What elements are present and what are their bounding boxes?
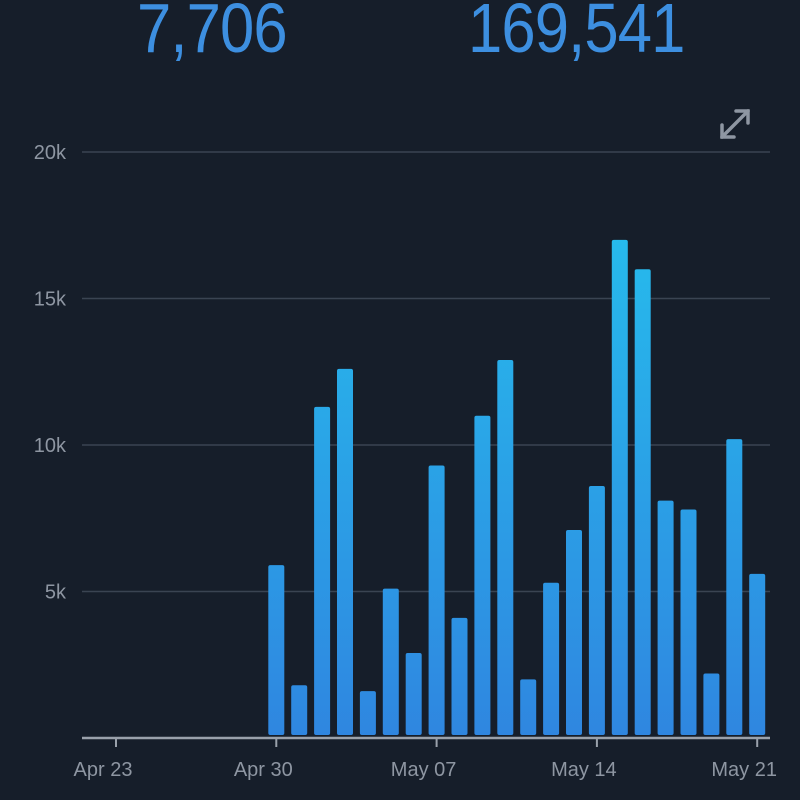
x-tick-label: May 21 — [711, 759, 777, 781]
y-axis-labels: 5k 10k 15k 20k — [34, 142, 67, 604]
x-axis — [82, 736, 770, 747]
bar — [611, 239, 628, 735]
bar — [749, 573, 766, 735]
gridlines — [82, 151, 770, 593]
x-tick-label: May 14 — [551, 759, 617, 781]
bar — [520, 679, 537, 735]
bar — [726, 439, 743, 735]
bar — [497, 360, 514, 735]
bar — [566, 529, 582, 735]
bar — [588, 486, 605, 735]
bar — [634, 269, 651, 735]
y-tick-label: 10k — [34, 435, 67, 457]
x-tick-label: Apr 30 — [234, 759, 293, 781]
bar — [405, 653, 422, 735]
expand-icon[interactable] — [720, 109, 750, 139]
bar — [703, 673, 720, 735]
bar — [382, 588, 399, 735]
bar — [474, 415, 491, 735]
x-axis-labels: Apr 23 Apr 30 May 07 May 14 May 21 — [74, 759, 777, 781]
bars — [268, 239, 766, 735]
x-tick-label: May 07 — [391, 759, 457, 781]
bar — [314, 406, 331, 735]
x-tick-label: Apr 23 — [74, 759, 133, 781]
stat-value-left: 7,706 — [137, 0, 288, 67]
bar — [428, 465, 445, 735]
y-tick-label: 5k — [45, 582, 67, 604]
stat-value-right: 169,541 — [468, 0, 685, 67]
y-tick-label: 20k — [34, 142, 67, 164]
bar — [337, 368, 353, 735]
bar — [657, 500, 674, 735]
bar — [291, 685, 308, 735]
bar — [680, 509, 697, 735]
bar — [543, 582, 560, 735]
bar — [359, 691, 376, 735]
bar — [268, 565, 285, 735]
bar — [451, 617, 468, 735]
y-tick-label: 15k — [34, 289, 67, 311]
